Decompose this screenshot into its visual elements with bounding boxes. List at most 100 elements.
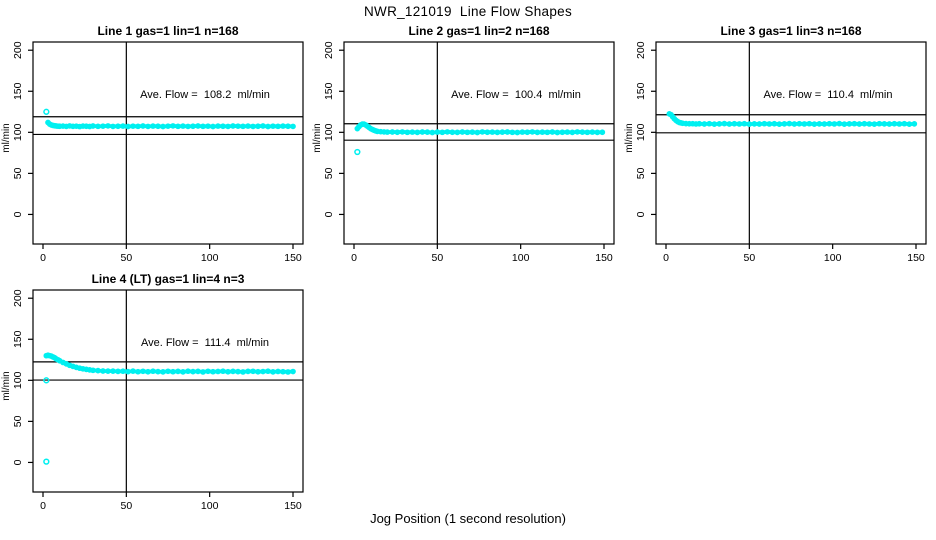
x-tick-label: 150 (595, 252, 613, 264)
x-tick-label: 100 (824, 252, 842, 264)
y-axis-label: ml/min (1, 123, 12, 152)
data-point (679, 120, 686, 127)
outlier-point (43, 377, 50, 384)
data-point (683, 120, 689, 127)
data-point (70, 123, 76, 130)
data-point (73, 364, 80, 371)
data-point (220, 368, 226, 375)
panel-line1: Line 1 gas=1 lin=1 n=168 0 50 100 150 0 50 100 1… (0, 20, 313, 268)
y-tick-label: 200 (635, 41, 647, 59)
panel-title: Line 3 gas=1 lin=3 n=168 (720, 24, 861, 38)
x-tick-label: 150 (284, 252, 302, 264)
y-tick-label: 150 (635, 82, 647, 100)
plot-box (655, 41, 927, 245)
x-tick-label: 150 (907, 252, 925, 264)
y-tick-label: 0 (635, 211, 647, 217)
data-point (374, 128, 381, 135)
ave-flow-annotation: Ave. Flow = 100.4 ml/min (451, 89, 581, 101)
data-point (83, 366, 90, 373)
line4-flow-chart: Line 4 (LT) gas=1 lin=4 n=3 0 50 100 150 0 50 1… (1, 272, 304, 512)
y-tick-label: 200 (323, 41, 335, 59)
data-point (70, 363, 76, 370)
data-point (200, 369, 206, 375)
x-tick-label: 50 (431, 252, 443, 264)
y-tick-label: 100 (323, 123, 335, 141)
y-tick-label: 150 (323, 82, 335, 100)
data-point (195, 368, 201, 375)
x-tick-label: 0 (40, 252, 46, 264)
data-point (73, 123, 80, 130)
line2-flow-chart: Line 2 gas=1 lin=2 n=168 0 50 100 150 0 50 100 1… (312, 24, 615, 264)
data-point (63, 123, 70, 130)
data-point (80, 123, 86, 129)
y-tick-label: 200 (12, 41, 24, 59)
data-point (689, 120, 696, 127)
data-point (160, 369, 166, 375)
outlier-point (43, 458, 50, 465)
data-point (60, 123, 66, 129)
panel-title: Line 2 gas=1 lin=2 n=168 (408, 24, 549, 38)
data-point (76, 123, 83, 130)
panel-title: Line 1 gas=1 lin=1 n=168 (97, 24, 238, 38)
data-point (290, 123, 296, 130)
y-axis-label: ml/min (624, 123, 635, 152)
line1-flow-chart: Line 1 gas=1 lin=1 n=168 0 50 100 150 0 50 100 1… (1, 24, 304, 264)
data-point (83, 123, 90, 130)
data-point (381, 129, 387, 135)
x-tick-label: 100 (201, 500, 219, 512)
data-point (240, 369, 246, 375)
y-tick-label: 150 (12, 330, 24, 348)
x-tick-label: 50 (743, 252, 755, 264)
x-tick-label: 100 (201, 252, 219, 264)
y-tick-label: 0 (12, 459, 24, 465)
data-point (599, 129, 606, 136)
data-point (265, 368, 271, 375)
x-tick-label: 0 (663, 252, 669, 264)
data-point (56, 123, 63, 130)
main-title: NWR_121019 Line Flow Shapes (363, 4, 572, 19)
x-tick-label: 50 (120, 252, 132, 264)
y-tick-label: 150 (12, 82, 24, 100)
data-point (145, 368, 151, 375)
data-point (290, 368, 296, 375)
outlier-point (354, 148, 361, 156)
panel-title: Line 4 (LT) gas=1 lin=4 n=3 (92, 272, 245, 286)
y-tick-label: 0 (323, 211, 335, 217)
y-tick-label: 0 (12, 211, 24, 217)
data-point (180, 369, 186, 375)
data-point (66, 362, 73, 369)
x-tick-label: 0 (40, 500, 46, 512)
y-tick-label: 50 (12, 167, 24, 179)
y-axis-label: ml/min (312, 123, 323, 152)
y-tick-label: 200 (12, 289, 24, 307)
data-point (86, 367, 93, 373)
data-point (693, 121, 699, 127)
plot-box (32, 289, 304, 493)
x-tick-label: 100 (512, 252, 530, 264)
panel-line3: Line 3 gas=1 lin=3 n=168 0 50 100 150 0 50 100 1… (623, 20, 936, 268)
plot-box (343, 41, 615, 245)
data-point (86, 123, 93, 130)
y-tick-label: 100 (12, 371, 24, 389)
data-point (76, 365, 83, 372)
data-point (911, 121, 918, 127)
panel-line4: Line 4 (LT) gas=1 lin=4 n=3 0 50 100 150 0 50 1… (0, 268, 313, 516)
panel-line2: Line 2 gas=1 lin=2 n=168 0 50 100 150 0 50 100 1… (311, 20, 624, 268)
ave-flow-annotation: Ave. Flow = 108.2 ml/min (140, 89, 270, 101)
x-tick-label: 150 (284, 500, 302, 512)
y-tick-label: 50 (323, 167, 335, 179)
y-tick-label: 50 (635, 167, 647, 179)
y-axis-label: ml/min (1, 371, 12, 400)
ave-flow-annotation: Ave. Flow = 110.4 ml/min (764, 89, 893, 101)
data-point (474, 129, 481, 136)
plot-box (32, 41, 304, 245)
x-axis-label: Jog Position (1 second resolution) (370, 511, 566, 526)
data-point (377, 128, 384, 135)
line3-flow-chart: Line 3 gas=1 lin=3 n=168 0 50 100 150 0 50 100 1… (624, 24, 927, 264)
ave-flow-annotation: Ave. Flow = 111.4 ml/min (141, 337, 269, 349)
data-point (686, 120, 693, 127)
y-tick-label: 100 (12, 123, 24, 141)
data-point (130, 368, 136, 374)
outlier-point (43, 108, 50, 115)
